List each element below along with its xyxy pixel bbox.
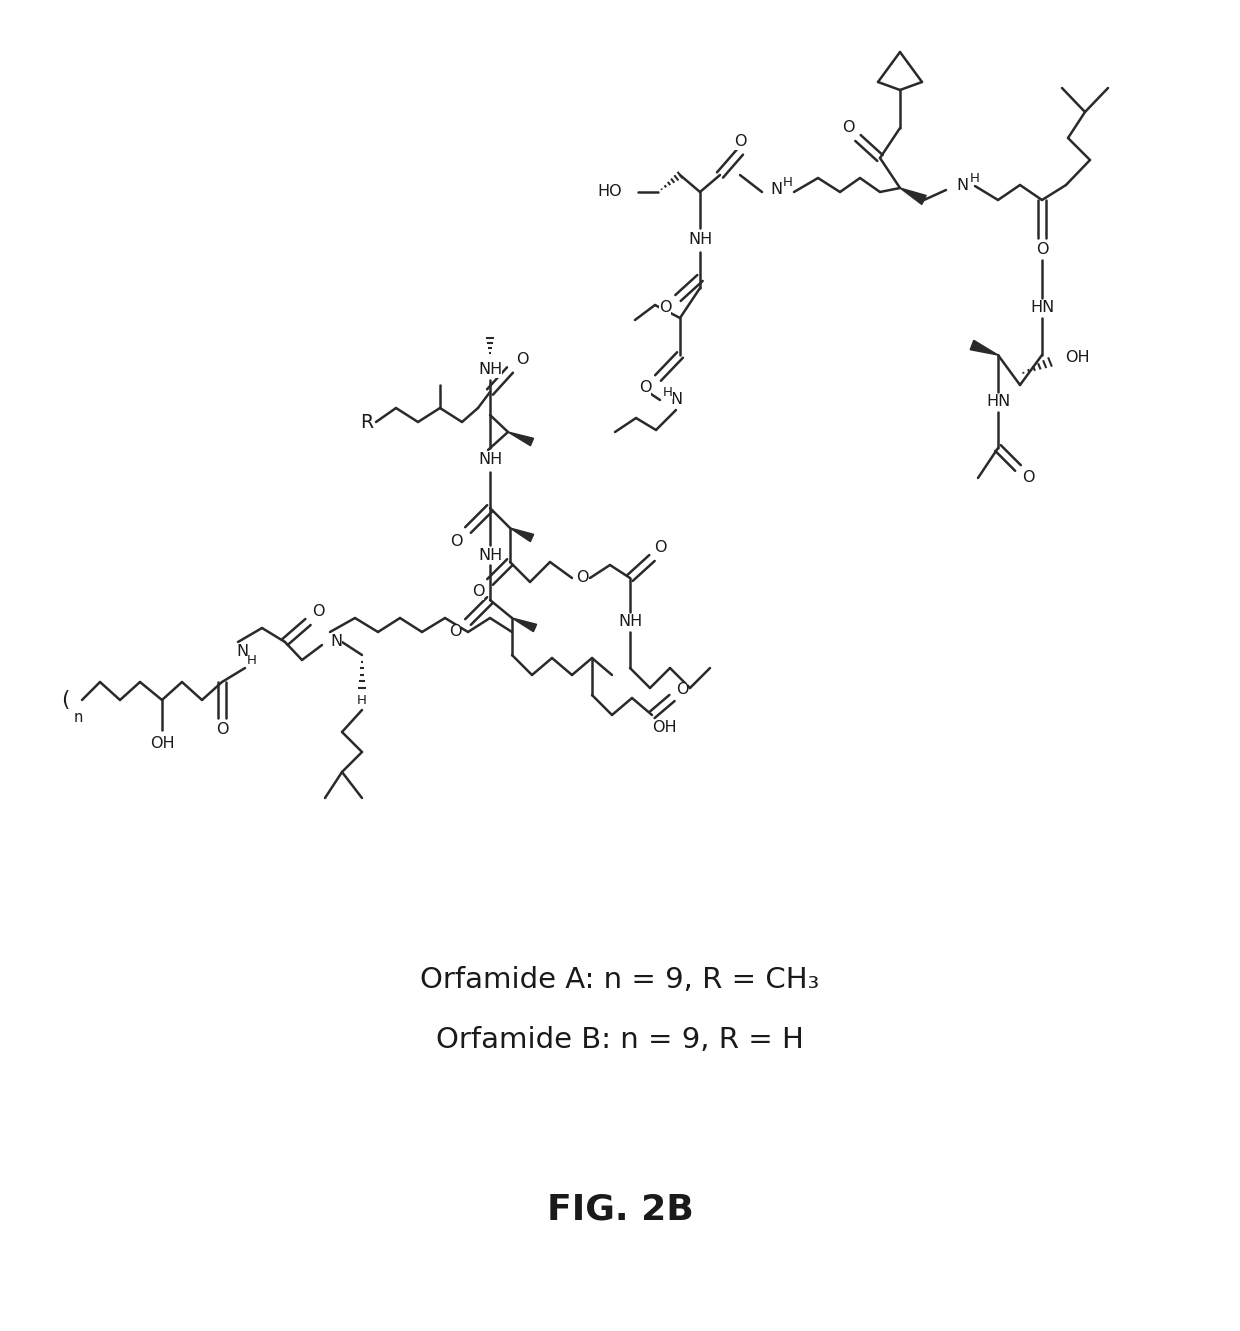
Text: N: N	[236, 644, 248, 659]
Text: n: n	[73, 709, 83, 724]
Text: H: H	[784, 176, 792, 189]
Text: NH: NH	[477, 453, 502, 467]
Text: O: O	[734, 134, 746, 149]
Text: H: H	[970, 172, 980, 185]
Text: O: O	[676, 683, 688, 697]
Text: N: N	[770, 182, 782, 197]
Text: O: O	[450, 535, 463, 550]
Text: (: (	[61, 689, 69, 709]
Text: NH: NH	[688, 233, 712, 248]
Text: N: N	[670, 393, 682, 407]
Polygon shape	[510, 528, 533, 542]
Text: O: O	[575, 571, 588, 586]
Polygon shape	[512, 618, 537, 632]
Text: O: O	[516, 353, 528, 367]
Text: O: O	[653, 540, 666, 555]
Text: O: O	[1022, 470, 1034, 486]
Text: R: R	[360, 413, 373, 431]
Text: O: O	[1035, 242, 1048, 257]
Text: OH: OH	[1065, 350, 1090, 366]
Text: O: O	[311, 604, 324, 619]
Text: O: O	[216, 723, 228, 737]
Polygon shape	[508, 433, 533, 446]
Text: OH: OH	[150, 736, 175, 751]
Text: HO: HO	[598, 185, 622, 200]
Text: N: N	[330, 635, 342, 650]
Text: O: O	[449, 624, 461, 639]
Polygon shape	[970, 341, 998, 355]
Text: HN: HN	[986, 394, 1011, 410]
Text: O: O	[471, 584, 485, 599]
Text: Orfamide A: n = 9, R = CH₃: Orfamide A: n = 9, R = CH₃	[420, 966, 820, 994]
Text: O: O	[639, 381, 651, 395]
Text: N: N	[956, 178, 968, 193]
Text: NH: NH	[477, 362, 502, 378]
Text: FIG. 2B: FIG. 2B	[547, 1193, 693, 1227]
Text: H: H	[247, 654, 257, 667]
Text: O: O	[842, 121, 854, 136]
Text: NH: NH	[477, 547, 502, 563]
Text: NH: NH	[618, 615, 642, 630]
Text: O: O	[658, 301, 671, 315]
Text: HN: HN	[1030, 301, 1054, 315]
Text: H: H	[663, 386, 673, 398]
Text: H: H	[357, 693, 367, 707]
Polygon shape	[900, 188, 926, 205]
Text: Orfamide B: n = 9, R = H: Orfamide B: n = 9, R = H	[436, 1026, 804, 1054]
Text: OH: OH	[652, 720, 677, 736]
